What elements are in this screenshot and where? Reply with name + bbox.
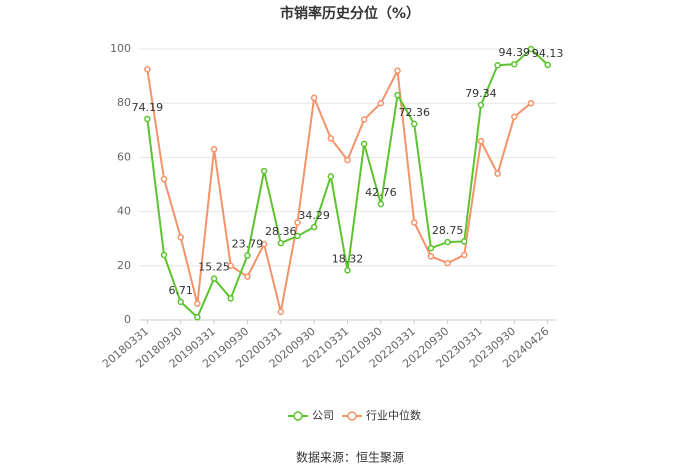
y-tick-label: 80 xyxy=(117,96,131,109)
point xyxy=(194,314,201,321)
point xyxy=(310,94,318,102)
data-label: 79.34 xyxy=(465,87,497,100)
point xyxy=(410,120,418,128)
point xyxy=(344,267,351,274)
point xyxy=(327,135,335,142)
point xyxy=(160,175,168,183)
data-label: 28.75 xyxy=(432,224,464,237)
y-tick-label: 0 xyxy=(124,313,131,326)
point xyxy=(310,223,318,231)
data-label: 72.36 xyxy=(398,106,430,119)
data-label: 94.13 xyxy=(532,47,564,60)
point xyxy=(444,259,451,267)
y-tick-label: 40 xyxy=(117,205,131,218)
point xyxy=(327,173,335,180)
point xyxy=(511,113,518,120)
point xyxy=(461,238,468,245)
point xyxy=(227,295,234,302)
data-label: 15.25 xyxy=(198,261,230,274)
point xyxy=(260,240,268,248)
point xyxy=(527,99,535,107)
point xyxy=(477,137,485,145)
point xyxy=(244,252,251,259)
series-line xyxy=(146,67,532,313)
point xyxy=(244,273,251,280)
data-label: 42.76 xyxy=(365,186,397,199)
data-label: 6.71 xyxy=(168,284,193,297)
point xyxy=(544,61,551,69)
point xyxy=(160,251,168,259)
point xyxy=(494,62,501,69)
point xyxy=(360,140,368,148)
source: 数据来源：恒生聚源 xyxy=(296,450,404,465)
point xyxy=(177,234,184,241)
point xyxy=(377,99,385,107)
legend-marker xyxy=(347,411,357,421)
point xyxy=(144,115,151,123)
point xyxy=(527,45,535,53)
chart-title: 市销率历史分位（%） xyxy=(280,5,420,22)
point xyxy=(210,275,218,282)
point xyxy=(194,300,201,307)
data-label: 94.39 xyxy=(499,46,531,59)
point xyxy=(511,60,518,68)
data-label: 34.29 xyxy=(298,209,330,222)
point xyxy=(444,238,451,246)
legend-marker xyxy=(293,411,303,421)
point xyxy=(227,262,234,270)
data-label: 28.36 xyxy=(265,225,297,238)
point xyxy=(427,244,435,252)
point xyxy=(144,66,151,73)
legend-label: 行业中位数 xyxy=(366,408,421,422)
point xyxy=(294,232,301,240)
point xyxy=(260,167,268,175)
data-label: 18.32 xyxy=(332,252,364,265)
point xyxy=(427,253,435,260)
y-tick-label: 100 xyxy=(110,42,131,55)
point xyxy=(277,308,285,316)
point xyxy=(394,67,401,74)
point xyxy=(294,219,301,226)
data-label: 74.19 xyxy=(132,101,164,114)
point xyxy=(494,170,501,177)
point xyxy=(394,91,401,99)
point xyxy=(177,298,184,306)
y-tick-label: 60 xyxy=(117,150,131,163)
point xyxy=(461,251,468,259)
point xyxy=(410,219,418,226)
data-label: 23.79 xyxy=(232,238,264,251)
y-tick-label: 20 xyxy=(117,259,131,272)
point xyxy=(360,116,368,123)
legend-label: 公司 xyxy=(312,409,334,422)
point xyxy=(344,156,351,164)
point xyxy=(377,200,385,208)
point xyxy=(477,101,485,109)
point xyxy=(277,239,285,247)
point xyxy=(210,146,218,153)
